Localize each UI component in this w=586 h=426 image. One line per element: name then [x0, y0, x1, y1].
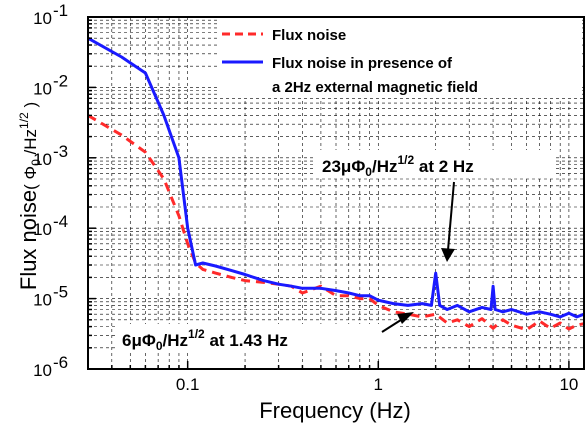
- y-tick-label: 10: [33, 220, 52, 239]
- x-tick-label: 0.1: [176, 375, 200, 394]
- legend-label-flux-noise-2hz-line1: Flux noise in presence of: [272, 55, 453, 72]
- annotation-2hz-arrow-line: [447, 181, 455, 251]
- y-tick-label: 10: [33, 150, 52, 169]
- y-axis-title: Flux noise( Φ0 /Hz1/2 ): [16, 102, 43, 290]
- y-tick-exponent: -6: [53, 353, 68, 372]
- y-tick-exponent: -4: [53, 212, 68, 231]
- x-axis-title: Frequency (Hz): [259, 398, 411, 423]
- y-tick-exponent: -2: [53, 71, 68, 90]
- annotation-2hz-background: [316, 150, 554, 178]
- legend-label-flux-noise-2hz-line2: a 2Hz external magnetic field: [272, 79, 478, 96]
- y-tick-labels: 10-610-510-410-310-210-1: [33, 1, 68, 380]
- y-tick-exponent: -1: [53, 1, 68, 20]
- series-line-0: [87, 114, 585, 332]
- legend-box: [218, 18, 582, 98]
- annotation-1-43hz: 6μΦ0/Hz1/2 at 1.43 Hz: [116, 312, 414, 353]
- y-tick-exponent: -3: [53, 142, 68, 161]
- annotation-1-43hz-background: [116, 324, 398, 352]
- x-tick-label: 10: [559, 375, 578, 394]
- y-tick-label: 10: [33, 9, 52, 28]
- y-tick-label: 10: [33, 361, 52, 380]
- annotation-2hz-text: 23μΦ0/Hz1/2 at 2 Hz: [322, 153, 474, 179]
- legend: Flux noise Flux noise in presence of a 2…: [218, 18, 582, 98]
- series-line-1: [87, 36, 585, 319]
- axis-ticks: [87, 19, 570, 370]
- annotation-1-43hz-text: 6μΦ0/Hz1/2 at 1.43 Hz: [122, 327, 288, 353]
- legend-label-flux-noise: Flux noise: [272, 27, 346, 44]
- x-tick-label: 1: [374, 375, 383, 394]
- svg-text:Flux noise( Φ0 /Hz1/2 ): Flux noise( Φ0 /Hz1/2 ): [16, 102, 43, 290]
- annotation-1-43hz-arrowhead: [397, 312, 414, 324]
- annotation-2hz: 23μΦ0/Hz1/2 at 2 Hz: [316, 150, 554, 262]
- x-tick-labels: 0.1 1 10: [176, 375, 579, 394]
- y-tick-label: 10: [33, 291, 52, 310]
- y-axis-title-main: Flux noise: [16, 190, 41, 290]
- y-tick-label: 10: [33, 79, 52, 98]
- annotation-2hz-arrowhead: [441, 248, 455, 262]
- y-tick-exponent: -5: [53, 283, 68, 302]
- series-layer: [87, 36, 585, 332]
